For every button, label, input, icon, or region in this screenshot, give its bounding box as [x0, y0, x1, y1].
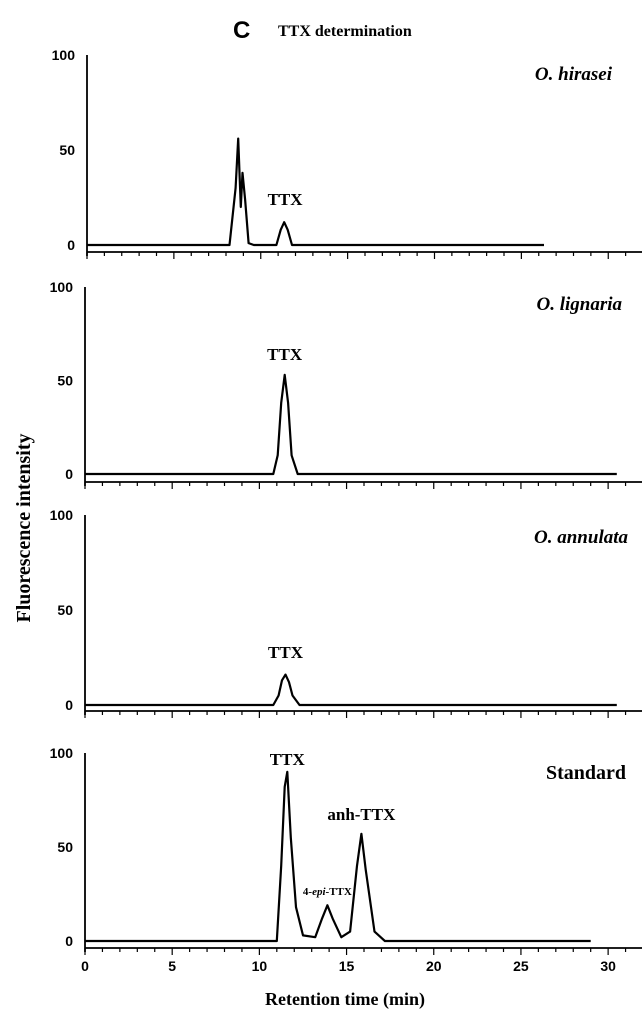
y-tick-label: 100 — [50, 745, 74, 761]
panel-title: TTX determination — [278, 23, 412, 40]
panel-1: 0 50 100 O. hirasei TTX — [52, 47, 642, 259]
peak-label: anh-TTX — [327, 805, 396, 824]
chromatogram-trace — [85, 673, 617, 707]
x-tick-label: 10 — [252, 958, 268, 974]
y-tick-label: 100 — [52, 47, 76, 63]
y-tick-label: 100 — [50, 279, 74, 295]
y-tick-label: 0 — [65, 697, 73, 713]
peak-label: TTX — [267, 345, 303, 364]
peak-label: TTX — [268, 643, 304, 662]
panel-3: 0 50 100 O. annulata TTX — [50, 507, 642, 718]
y-tick-label: 50 — [59, 142, 75, 158]
panel-2: 0 50 100 O. lignaria TTX — [50, 279, 642, 489]
chromatogram-trace — [87, 137, 544, 247]
panel-4: 0 50 100 0 5 10 15 20 25 30 Standard TTX 4-epi-TTX an… — [50, 745, 642, 974]
x-axis-label: Retention time (min) — [265, 989, 425, 1010]
y-axis-label: Fluorescence intensity — [13, 433, 35, 622]
panel-sample-label: O. annulata — [534, 527, 628, 548]
peak-label: 4-epi-TTX — [303, 886, 352, 898]
y-tick-label: 0 — [65, 466, 73, 482]
peak-label: TTX — [270, 750, 306, 769]
x-tick-label: 25 — [513, 958, 529, 974]
y-tick-label: 100 — [50, 507, 74, 523]
x-tick-label: 5 — [168, 958, 176, 974]
y-tick-label: 0 — [65, 933, 73, 949]
x-tick-label: 0 — [81, 958, 89, 974]
y-tick-label: 50 — [57, 602, 73, 618]
x-tick-label: 30 — [600, 958, 616, 974]
panel-sample-label: O. lignaria — [536, 294, 622, 315]
panel-sample-label: O. hirasei — [535, 64, 613, 85]
peak-label: TTX — [268, 190, 304, 209]
panel-letter: C — [233, 17, 250, 44]
x-tick-label: 20 — [426, 958, 442, 974]
y-tick-label: 50 — [57, 373, 73, 389]
chromatogram-trace — [85, 770, 591, 943]
y-tick-label: 0 — [67, 237, 75, 253]
chromatogram-trace — [85, 373, 617, 476]
panel-sample-label: Standard — [546, 762, 626, 784]
y-tick-label: 50 — [57, 839, 73, 855]
x-tick-label: 15 — [339, 958, 355, 974]
